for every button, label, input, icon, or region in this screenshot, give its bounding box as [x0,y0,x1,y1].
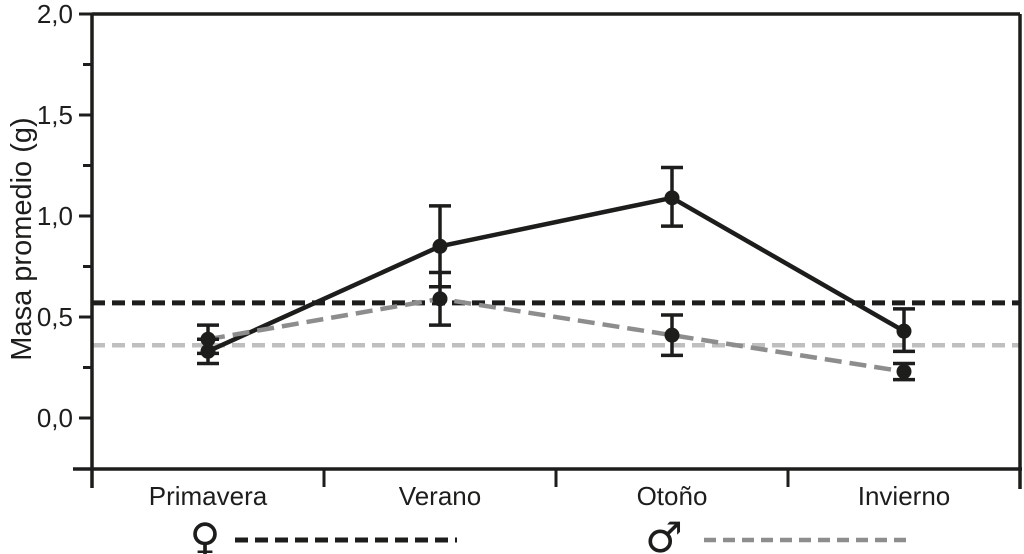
male-icon: ♂ [645,513,683,554]
data-point-male [432,291,448,307]
data-point-male [200,331,216,347]
data-point-female [432,238,448,254]
y-tick-label: 2,0 [37,0,73,29]
series-line-female [207,195,906,354]
series-line-male [207,296,905,374]
x-category-label: Primavera [149,481,268,511]
x-category-label: Invierno [858,481,951,511]
data-point-female [896,323,912,339]
y-axis-title: Masa promedio (g) [6,117,38,360]
data-point-male [664,327,680,343]
y-tick-label: 0,0 [37,403,73,433]
y-tick-label: 0,5 [37,302,73,332]
y-tick-label: 1,5 [37,100,73,130]
x-category-label: Otoño [637,481,708,511]
chart-generated-layer: 0,0 0,5 1,0 1,5 2,0 Primavera Verano Otoño Invie… [37,0,1022,543]
data-point-male [896,364,912,380]
y-tick-label: 1,0 [37,201,73,231]
x-category-label: Verano [399,481,481,511]
data-point-female [200,343,216,359]
female-icon: ♀ [190,514,221,554]
data-point-female [664,190,680,206]
